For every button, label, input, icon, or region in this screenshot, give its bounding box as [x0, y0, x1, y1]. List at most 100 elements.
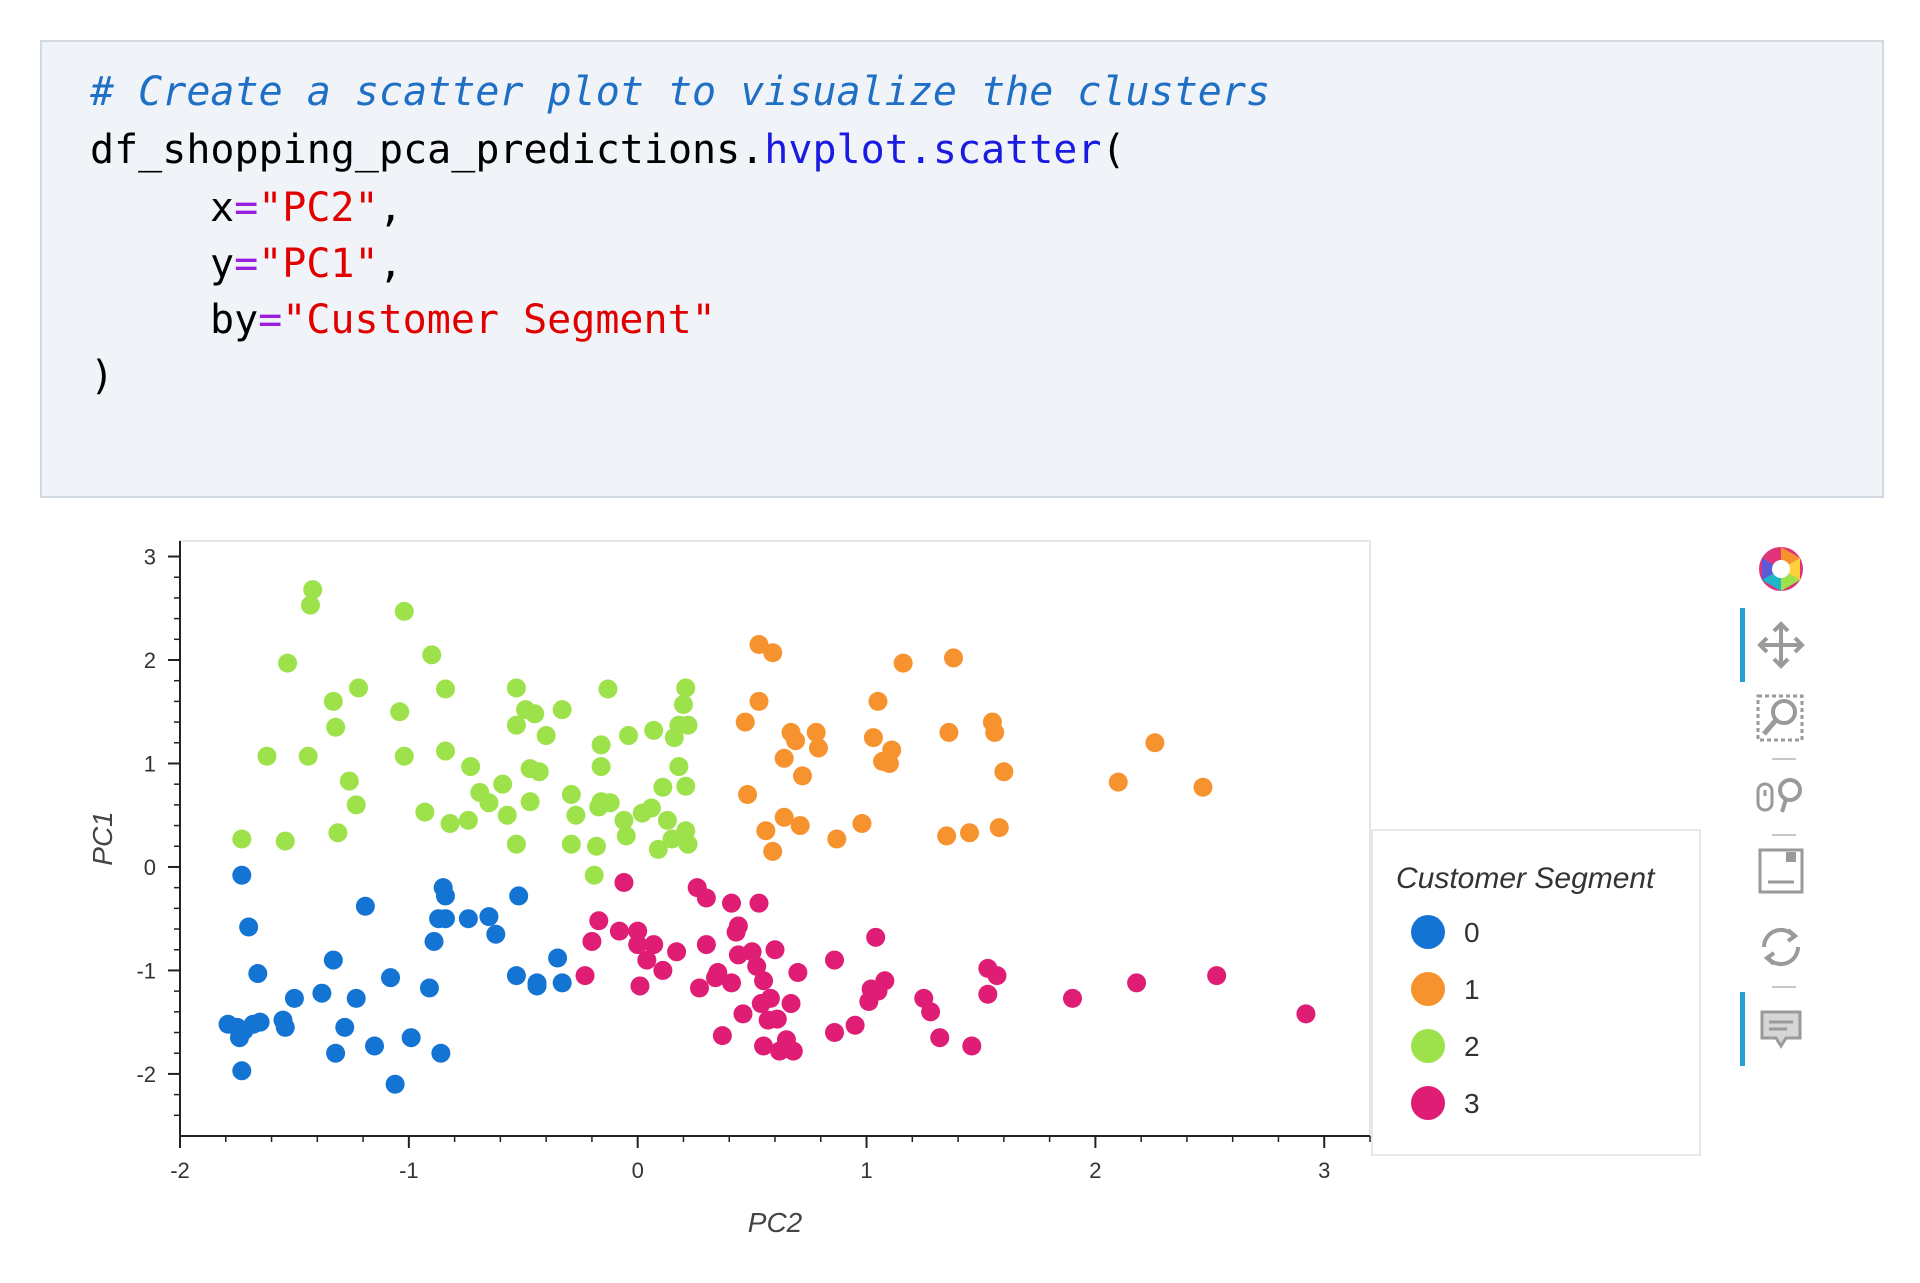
toolbar-divider	[1772, 834, 1796, 836]
data-point-segment-0	[232, 865, 252, 885]
data-point-segment-1	[749, 691, 769, 711]
data-point-segment-2	[641, 798, 661, 818]
data-point-segment-2	[669, 757, 689, 777]
code-line-2: df_shopping_pca_predictions.hvplot.scatt…	[90, 126, 1126, 174]
data-point-segment-0	[346, 988, 366, 1008]
data-point-segment-1	[735, 712, 755, 732]
legend-marker-1	[1411, 972, 1445, 1006]
code-equals: =	[258, 297, 283, 343]
x-tick-label: 2	[1089, 1158, 1101, 1183]
data-point-segment-2	[614, 810, 634, 830]
data-point-segment-1	[738, 785, 758, 805]
data-point-segment-1	[763, 841, 783, 861]
scatter-chart[interactable]: -2 -1 0 1 2 3 3 2 1 0 -1 -2 PC2 PC1 Customer Segmen…	[0, 520, 1720, 1283]
data-point-segment-1	[994, 762, 1014, 782]
data-point-segment-2	[257, 746, 277, 766]
data-point-segment-3	[667, 942, 687, 962]
data-point-segment-1	[937, 826, 957, 846]
data-point-segment-3	[728, 916, 748, 936]
data-point-segment-1	[774, 807, 794, 827]
data-point-segment-3	[781, 994, 801, 1014]
data-point-segment-1	[882, 740, 902, 760]
save-icon[interactable]	[1752, 842, 1810, 900]
data-point-segment-2	[300, 595, 320, 615]
data-point-segment-2	[328, 823, 348, 843]
data-point-segment-2	[584, 865, 604, 885]
legend-label-2: 2	[1464, 1031, 1480, 1062]
data-point-segment-0	[248, 964, 268, 984]
data-point-segment-0	[506, 966, 526, 986]
x-tick-label: 1	[860, 1158, 872, 1183]
data-point-segment-1	[808, 738, 828, 758]
data-point-segment-3	[788, 963, 808, 983]
data-point-segment-2	[520, 792, 540, 812]
data-point-segment-2	[552, 700, 572, 720]
data-point-segment-2	[461, 757, 481, 777]
pan-icon[interactable]	[1752, 616, 1810, 674]
data-point-segment-3	[1207, 966, 1227, 986]
data-point-segment-0	[381, 968, 401, 988]
code-by-val: "Customer Segment"	[282, 297, 716, 343]
data-point-segment-1	[806, 722, 826, 742]
code-object: df_shopping_pca_predictions.	[90, 127, 765, 173]
data-point-segment-3	[749, 893, 769, 913]
hover-icon[interactable]	[1752, 1000, 1810, 1058]
data-point-segment-2	[591, 757, 611, 777]
data-point-segment-1	[939, 722, 959, 742]
code-comment: # Create a scatter plot to visualize the…	[90, 69, 1271, 115]
data-point-segment-2	[525, 704, 545, 724]
code-comma: ,	[378, 185, 403, 231]
data-point-segment-1	[774, 748, 794, 768]
data-point-segment-3	[765, 940, 785, 960]
data-point-segment-2	[587, 836, 606, 856]
data-point-segment-0	[458, 909, 478, 929]
wheel-zoom-icon[interactable]	[1752, 766, 1810, 824]
code-equals: =	[234, 241, 259, 287]
y-tick-label: -2	[136, 1062, 156, 1087]
data-point-segment-3	[722, 973, 742, 993]
y-tick-label: 0	[144, 855, 156, 880]
box-zoom-icon[interactable]	[1752, 690, 1810, 748]
data-point-segment-2	[506, 834, 526, 854]
data-point-segment-0	[385, 1074, 405, 1094]
data-point-segment-3	[845, 1015, 865, 1035]
y-tick-label: 3	[144, 545, 156, 570]
data-point-segment-2	[616, 826, 636, 846]
data-point-segment-0	[323, 950, 343, 970]
code-x-kw: x	[210, 185, 235, 231]
data-point-segment-3	[760, 988, 780, 1008]
data-point-segment-0	[239, 917, 259, 937]
data-point-segment-1	[989, 818, 1009, 838]
code-cell[interactable]: # Create a scatter plot to visualize the…	[40, 40, 1884, 498]
data-point-segment-2	[298, 746, 318, 766]
bokeh-logo-icon[interactable]	[1752, 540, 1810, 598]
data-point-segment-1	[756, 821, 776, 841]
y-axis-label: PC1	[87, 811, 118, 865]
x-tick-label: -1	[399, 1158, 419, 1183]
data-point-segment-2	[662, 829, 682, 849]
data-point-segment-2	[323, 691, 343, 711]
data-point-segment-2	[678, 834, 698, 854]
reset-icon[interactable]	[1752, 918, 1810, 976]
data-point-segment-1	[852, 813, 872, 833]
code-close-paren: )	[90, 353, 115, 399]
code-line-1: # Create a scatter plot to visualize the…	[90, 68, 1270, 116]
data-point-segment-3	[609, 921, 629, 941]
data-point-segment-2	[303, 580, 323, 600]
data-point-segment-2	[591, 735, 611, 755]
data-point-segment-3	[742, 942, 762, 962]
data-point-segment-0	[527, 976, 547, 996]
data-point-segment-3	[754, 971, 774, 991]
data-point-segment-2	[346, 795, 366, 815]
data-point-segment-1	[893, 653, 913, 673]
pan-active-indicator	[1740, 608, 1745, 682]
data-point-segment-2	[619, 726, 639, 746]
data-point-segment-3	[712, 1026, 732, 1046]
data-point-segment-3	[582, 931, 602, 951]
plot-area[interactable]	[179, 540, 1371, 1137]
data-point-segment-1	[863, 728, 883, 748]
points	[218, 580, 1316, 1094]
data-point-segment-3	[637, 950, 657, 970]
data-point-segment-3	[747, 956, 767, 976]
data-point-segment-2	[394, 746, 414, 766]
